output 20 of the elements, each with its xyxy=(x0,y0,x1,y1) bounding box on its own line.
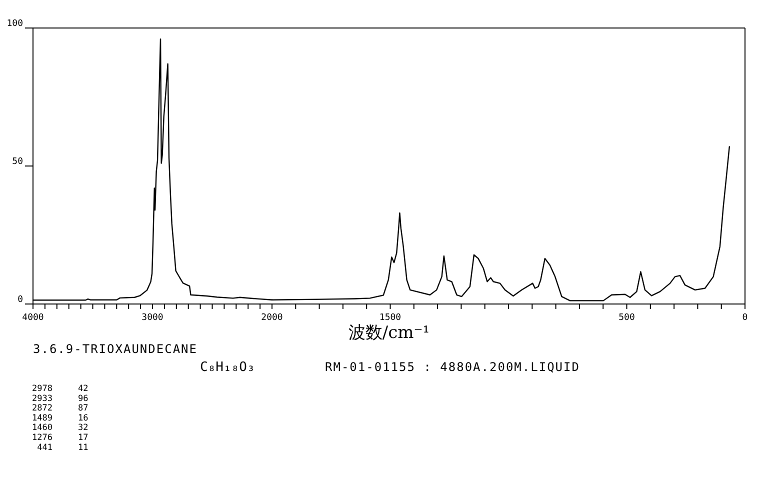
x-tick-label: 0 xyxy=(742,313,748,323)
x-tick-label: 2000 xyxy=(261,313,283,323)
text: 2872 87 xyxy=(32,404,88,414)
text: 3.6.9-TRIOXAUNDECANE xyxy=(33,342,198,356)
y-tick-label: 50 xyxy=(12,157,23,167)
x-axis-title: 波数/cm⁻¹ xyxy=(348,323,430,343)
text: 441 11 xyxy=(32,442,88,453)
x-tick-label: 500 xyxy=(618,313,635,323)
text: RM-01-01155 : 4880A.200M.LIQUID xyxy=(325,360,580,374)
text: 2933 96 xyxy=(32,394,88,404)
y-tick-label: 100 xyxy=(6,19,23,29)
text: 1489 16 xyxy=(32,413,88,424)
text: 2978 42 xyxy=(32,384,88,394)
text: 1460 32 xyxy=(32,423,88,434)
text: C₈H₁₈O₃ xyxy=(200,360,255,375)
x-tick-label: 1500 xyxy=(379,313,402,323)
x-tick-label: 4000 xyxy=(22,313,44,323)
text: 1276 17 xyxy=(32,433,88,443)
x-tick-label: 3000 xyxy=(142,313,164,323)
y-tick-label: 0 xyxy=(18,295,23,305)
